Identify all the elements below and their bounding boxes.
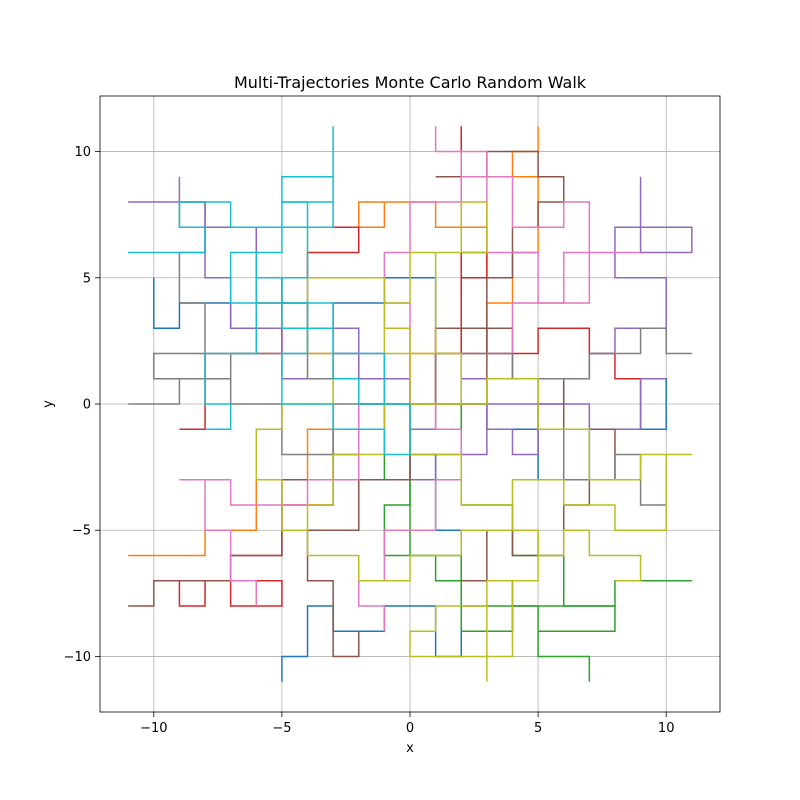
x-tick-label: 5 [534,721,542,736]
trajectory-line-23 [179,403,410,606]
y-tick-label: −10 [64,650,91,665]
y-tick-label: −5 [72,524,91,539]
trajectory-line-35 [204,251,410,430]
y-tick-label: 5 [83,271,91,286]
y-tick-label: 10 [74,145,91,160]
trajectory-line-9 [383,403,616,632]
x-tick-label: 10 [658,721,675,736]
trajectory-line-37 [281,126,410,405]
trajectory-line-31 [410,378,692,531]
trajectories [128,126,693,682]
axis-ticks: −10 −5 0 5 10 −10 −5 0 5 10 [64,145,675,736]
trajectory-line-21 [410,150,565,405]
x-tick-label: 0 [406,721,414,736]
y-axis-label: y [41,400,56,408]
x-tick-label: −5 [272,721,291,736]
trajectory-line-7 [383,404,591,682]
chart-title: Multi-Trajectories Monte Carlo Random Wa… [234,73,587,92]
trajectory-line-34 [383,201,488,405]
trajectory-line-32 [306,403,642,582]
trajectory-line-14 [410,378,667,456]
x-axis-label: x [406,741,414,756]
trajectory-line-10 [410,327,667,405]
trajectory-line-24 [358,403,462,632]
trajectory-line-36 [128,201,411,456]
y-tick-label: 0 [83,398,91,413]
trajectory-line-30 [409,404,539,682]
x-tick-label: −10 [140,721,167,736]
trajectory-line-29 [410,327,692,405]
